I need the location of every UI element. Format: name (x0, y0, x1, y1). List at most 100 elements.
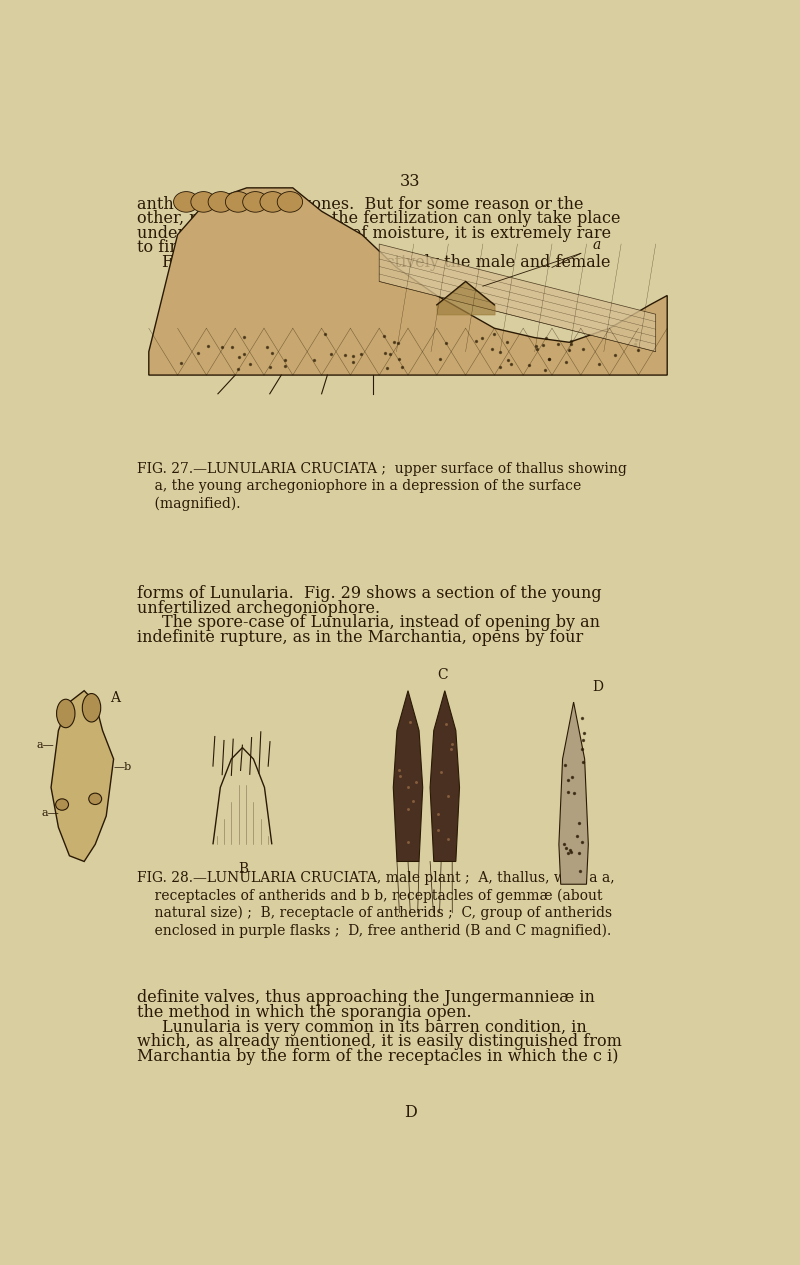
Text: a—: a— (36, 740, 54, 750)
Point (442, 786, 454, 806)
Point (394, 767, 406, 787)
Point (577, 753, 590, 773)
Point (573, 813, 586, 834)
Point (562, 844, 574, 864)
Point (388, 331, 401, 352)
Polygon shape (430, 691, 459, 861)
Point (346, 347, 359, 367)
Point (431, 805, 444, 825)
Point (564, 331, 577, 352)
Text: unfertilized archegoniophore.: unfertilized archegoniophore. (138, 600, 380, 617)
Point (174, 353, 187, 373)
Point (609, 345, 622, 366)
Text: (magnified).: (magnified). (138, 497, 241, 511)
Text: definite valves, thus approaching the Jungermannieæ in: definite valves, thus approaching the Ju… (138, 989, 595, 1007)
Point (565, 334, 578, 354)
Point (432, 820, 445, 840)
Point (494, 357, 506, 377)
Point (576, 831, 589, 851)
Text: B: B (238, 861, 249, 875)
Point (537, 335, 550, 355)
Point (578, 724, 591, 744)
Point (560, 352, 573, 372)
Point (475, 329, 488, 349)
Point (354, 343, 367, 363)
Point (307, 350, 320, 371)
Point (318, 324, 331, 344)
Polygon shape (149, 187, 667, 374)
Polygon shape (559, 702, 588, 884)
Circle shape (174, 191, 199, 213)
Point (558, 755, 571, 775)
Text: receptacles of antherids and b b, receptacles of gemmæ (about: receptacles of antherids and b b, recept… (138, 888, 602, 902)
Point (502, 350, 514, 371)
Text: FIG. 28.—LUNULARIA CRUCIATA, male plant ;  A, thallus, with a a,: FIG. 28.—LUNULARIA CRUCIATA, male plant … (138, 870, 615, 884)
Circle shape (278, 191, 302, 213)
Point (568, 783, 581, 803)
Point (261, 336, 274, 357)
Circle shape (226, 191, 250, 213)
Point (565, 841, 578, 861)
Point (577, 730, 590, 750)
Point (470, 331, 482, 352)
Point (540, 328, 553, 348)
Text: indefinite rupture, as in the Marchantia, opens by four: indefinite rupture, as in the Marchantia… (138, 629, 583, 646)
Point (632, 339, 645, 359)
Text: natural size) ;  B, receptacle of antherids ;  C, group of antherids: natural size) ; B, receptacle of antheri… (138, 906, 612, 920)
Point (566, 767, 578, 787)
Point (410, 772, 423, 792)
Point (570, 826, 583, 846)
Text: a: a (592, 238, 601, 252)
Point (233, 347, 246, 367)
Ellipse shape (89, 793, 102, 805)
Point (346, 352, 359, 372)
Point (226, 336, 238, 357)
Point (494, 342, 506, 362)
Point (325, 344, 338, 364)
Point (562, 339, 575, 359)
Point (486, 339, 498, 359)
Point (523, 354, 536, 374)
Text: The spore-case of Lunularia, instead of opening by an: The spore-case of Lunularia, instead of … (162, 615, 600, 631)
Circle shape (57, 700, 75, 727)
Text: antherids and archegones.  But for some reason or the: antherids and archegones. But for some r… (138, 196, 584, 213)
Point (539, 359, 552, 380)
Text: the method in which the sporangia open.: the method in which the sporangia open. (138, 1004, 472, 1021)
Polygon shape (51, 691, 114, 861)
Point (278, 349, 291, 369)
Point (593, 354, 606, 374)
Point (576, 708, 589, 729)
Point (407, 791, 420, 811)
Text: Marchantia by the form of the receptacles in which the c i): Marchantia by the form of the receptacle… (138, 1047, 618, 1065)
Point (439, 715, 452, 735)
Point (442, 830, 454, 850)
Point (501, 331, 514, 352)
Text: A: A (110, 691, 120, 705)
Point (504, 354, 517, 374)
Text: Figs. 27 and 28 show respectively the male and female: Figs. 27 and 28 show respectively the ma… (162, 254, 610, 271)
Point (392, 333, 405, 353)
Point (378, 326, 390, 347)
Point (551, 334, 564, 354)
Point (402, 777, 414, 797)
Point (630, 330, 642, 350)
Point (232, 359, 245, 380)
Point (445, 739, 458, 759)
Point (393, 349, 406, 369)
Point (563, 840, 576, 860)
Text: C: C (438, 668, 448, 682)
Point (576, 739, 589, 759)
Point (557, 834, 570, 854)
Point (530, 339, 543, 359)
Polygon shape (379, 244, 656, 352)
Point (202, 335, 214, 355)
Point (562, 770, 574, 791)
Point (384, 344, 397, 364)
Point (628, 334, 641, 354)
Point (487, 324, 500, 344)
Point (433, 349, 446, 369)
Point (238, 326, 250, 347)
Text: under peculiar conditions of moisture, it is extremely rare: under peculiar conditions of moisture, i… (138, 225, 611, 242)
Text: to find the spore-case.: to find the spore-case. (138, 239, 319, 257)
Point (542, 349, 555, 369)
